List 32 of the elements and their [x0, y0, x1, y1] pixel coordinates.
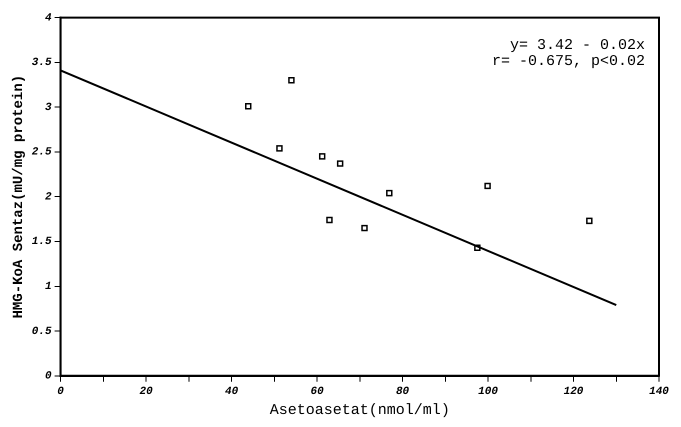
y-tick-label: 2.5 [32, 146, 52, 159]
point [586, 218, 593, 224]
y-tick-label: 0.5 [32, 326, 52, 338]
point [386, 190, 393, 196]
point [288, 77, 295, 84]
y-axis-title: HMG-KoA Sentaz(mU/mg protein) [10, 74, 27, 319]
x-tick-label: 100 [478, 386, 498, 398]
x-tick-label: 40 [224, 386, 239, 398]
x-tick-label: 0 [57, 386, 64, 398]
x-tick-label: 120 [564, 386, 584, 398]
point [484, 182, 491, 190]
x-axis-title: Asetoasetat(nmol/ml) [270, 402, 450, 419]
point [361, 224, 368, 232]
point [318, 153, 326, 160]
y-tick-label: 3.5 [32, 57, 52, 70]
y-tick-label: 4 [44, 12, 52, 24]
x-tick-label: 60 [310, 386, 324, 398]
point [276, 145, 283, 152]
y-tick-label: 3 [44, 102, 52, 114]
annotation: y= 3.42 - 0.02x [510, 37, 645, 54]
y-tick-label: 1 [44, 281, 52, 294]
y-tick-label: 0 [44, 370, 52, 383]
x-tick-label: 140 [649, 386, 670, 398]
y-tick-label: 1.5 [32, 236, 52, 248]
annotation: r= -0.675, p<0.02 [492, 53, 645, 70]
x-tick-label: 20 [139, 386, 154, 398]
point [336, 160, 344, 167]
x-tick-label: 80 [396, 386, 410, 398]
point [245, 103, 252, 110]
point [474, 244, 481, 251]
point [326, 216, 333, 224]
y-tick-label: 2 [44, 191, 52, 204]
